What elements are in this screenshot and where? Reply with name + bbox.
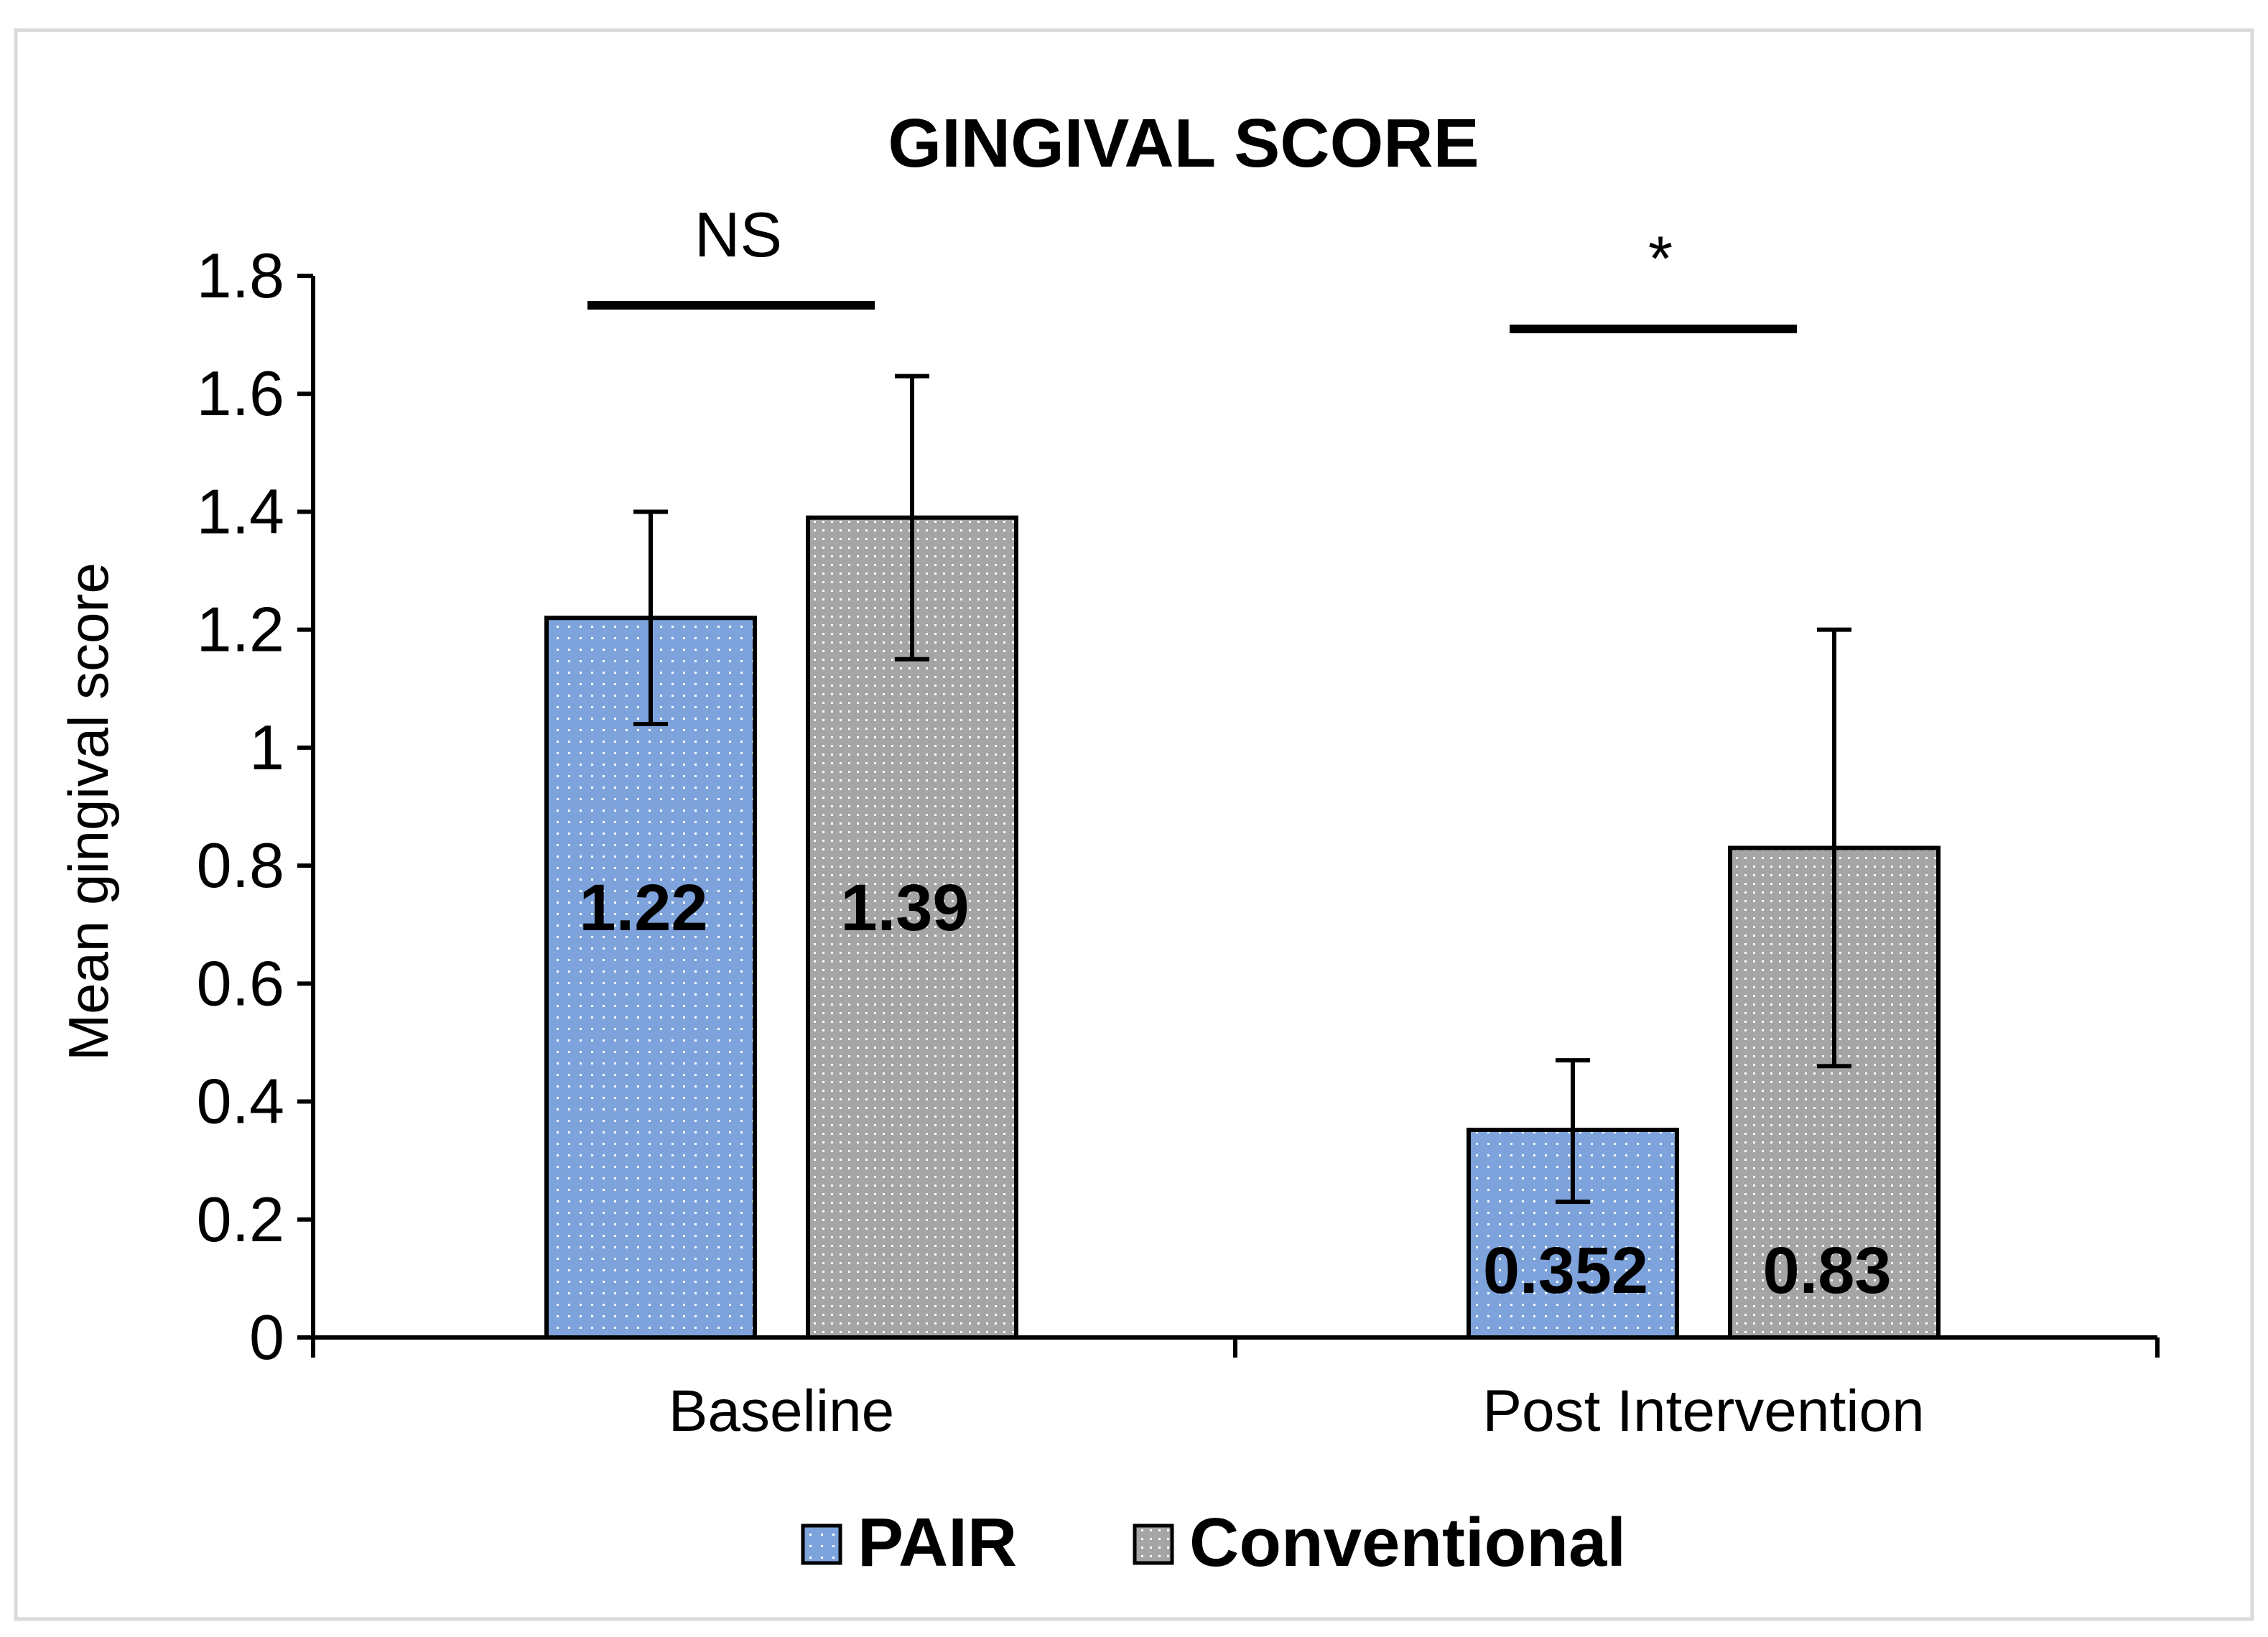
x-tick-label: Baseline <box>669 1378 895 1444</box>
legend-label-conventional: Conventional <box>1189 1504 1626 1581</box>
chart-frame <box>14 28 2254 1621</box>
value-labels: 1.22 1.39 0.352 0.83 <box>579 871 1891 1307</box>
y-tick-label: 0.4 <box>197 1066 284 1137</box>
legend-swatch-conventional <box>1133 1524 1174 1565</box>
error-bars <box>633 374 1851 1205</box>
value-label: 1.22 <box>579 871 707 945</box>
y-tick-label: 1.6 <box>197 358 284 429</box>
chart-title: GINGIVAL SCORE <box>888 105 1479 182</box>
y-tick-label: 0.6 <box>197 947 284 1019</box>
bars <box>544 515 1941 1340</box>
y-axis-ticks: 0 0.2 0.4 0.6 0.8 1 1.2 1.4 1.6 1.8 <box>197 240 315 1373</box>
bar-pair-0 <box>544 616 757 1340</box>
y-tick-label: 0 <box>249 1302 284 1373</box>
legend: PAIR Conventional <box>801 1504 1626 1581</box>
y-tick-label: 1.2 <box>197 594 284 665</box>
y-axis-label: Mean gingival score <box>57 562 120 1061</box>
value-label: 0.352 <box>1483 1234 1648 1307</box>
y-tick-label: 1.4 <box>197 476 284 547</box>
significance-label: NS <box>694 199 782 270</box>
y-tick-label: 0.2 <box>197 1184 284 1255</box>
legend-swatch-pair <box>801 1524 842 1565</box>
y-tick-label: 0.8 <box>197 830 284 901</box>
significance-markers: NS * <box>587 199 1797 333</box>
legend-label-pair: PAIR <box>858 1504 1017 1581</box>
significance-label: * <box>1648 223 1673 294</box>
y-tick-label: 1 <box>249 712 284 783</box>
x-tick-label: Post Intervention <box>1482 1378 1924 1444</box>
y-tick-label: 1.8 <box>197 240 284 311</box>
value-label: 1.39 <box>840 871 969 945</box>
value-label: 0.83 <box>1762 1234 1891 1307</box>
